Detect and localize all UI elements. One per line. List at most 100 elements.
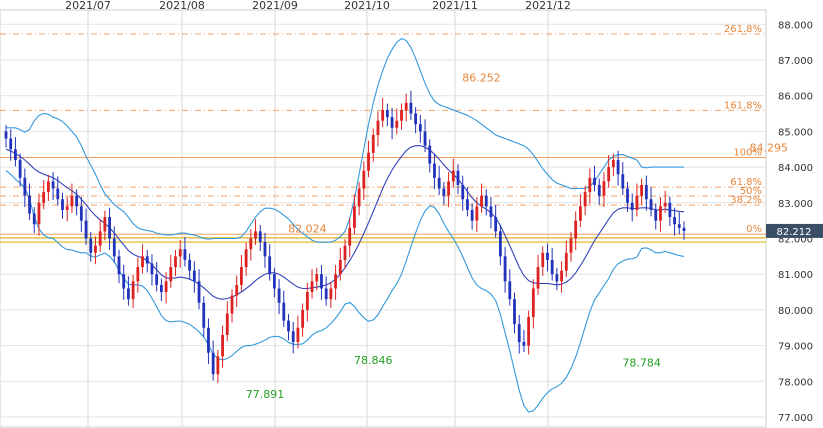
candle-body xyxy=(536,267,540,289)
candle-body xyxy=(150,263,154,275)
candle-body xyxy=(282,302,286,321)
candle-body xyxy=(428,145,432,164)
y-tick-label: 79.000 xyxy=(778,342,813,353)
candle-body xyxy=(503,256,507,282)
candle-body xyxy=(466,199,469,210)
candle-body xyxy=(517,324,521,343)
fibonacci-label: 0% xyxy=(746,224,762,235)
candle-body xyxy=(249,238,253,250)
y-tick-label: 87.000 xyxy=(778,56,813,67)
candle-body xyxy=(225,313,229,335)
candle-body xyxy=(663,202,667,207)
y-tick-label: 78.000 xyxy=(778,377,813,388)
candle-body xyxy=(136,267,140,282)
candle-body xyxy=(315,274,319,282)
high-annotation: 84.295 xyxy=(750,142,789,155)
candle-body xyxy=(338,259,342,275)
candle-body xyxy=(188,259,192,271)
y-tick-label: 86.000 xyxy=(778,92,813,103)
candle-body xyxy=(564,252,568,271)
annotations: 86.252 84.295 82.024 77.891 78.846 78.784 xyxy=(246,72,788,401)
candle-body xyxy=(569,238,573,253)
y-tick-label: 88.000 xyxy=(778,20,813,31)
candle-body xyxy=(79,206,83,221)
candle-body xyxy=(112,238,116,257)
candle-body xyxy=(644,184,648,200)
candle-body xyxy=(353,206,356,228)
candle-body xyxy=(159,284,163,293)
plot-background xyxy=(0,9,767,428)
candles xyxy=(4,90,686,384)
candle-body xyxy=(461,184,465,200)
candle-body xyxy=(376,120,380,135)
candle-body xyxy=(51,181,55,189)
candle-body xyxy=(621,174,625,189)
candle-body xyxy=(343,245,347,260)
candle-body xyxy=(324,288,328,300)
support-lines xyxy=(0,237,766,243)
candle-body xyxy=(400,109,403,121)
fibonacci-label: 100% xyxy=(733,147,762,158)
candle-body xyxy=(654,209,658,221)
candle-body xyxy=(122,274,126,289)
candle-body xyxy=(659,206,662,221)
low-annotation: 78.846 xyxy=(354,354,393,367)
candle-body xyxy=(263,242,267,257)
candle-body xyxy=(141,256,144,268)
candle-body xyxy=(668,202,672,218)
candle-body xyxy=(447,181,450,196)
high-annotation: 82.024 xyxy=(288,223,327,236)
candle-body xyxy=(178,249,182,257)
y-axis: 88.000 87.000 86.000 85.000 84.000 83.000 82.0… xyxy=(778,20,813,424)
y-tick-label: 77.000 xyxy=(778,413,813,424)
candle-body xyxy=(550,259,554,275)
candle-body xyxy=(673,217,676,225)
candle-body xyxy=(287,320,290,332)
current-price-box xyxy=(766,223,823,238)
candle-body xyxy=(607,167,611,182)
candle-body xyxy=(437,177,441,189)
candle-body xyxy=(258,231,262,243)
candle-body xyxy=(442,188,446,196)
candle-body xyxy=(254,231,257,239)
low-annotation: 77.891 xyxy=(246,388,285,401)
candle-body xyxy=(197,281,201,303)
candle-body xyxy=(310,281,314,293)
candle-body xyxy=(291,331,295,343)
candle-body xyxy=(640,184,644,196)
candle-body xyxy=(409,102,413,114)
candle-body xyxy=(635,195,639,210)
fibonacci-label: 38.2% xyxy=(730,195,762,206)
candle-body xyxy=(145,256,149,264)
candle-body xyxy=(244,249,248,268)
candle-body xyxy=(98,231,102,246)
candle-body xyxy=(414,113,418,125)
candle-body xyxy=(89,238,93,253)
candle-body xyxy=(169,267,173,282)
month-label: 2021/08 xyxy=(159,0,205,12)
candle-body xyxy=(489,206,493,218)
fibonacci-label: 261.8% xyxy=(724,24,762,35)
y-tick-label: 83.000 xyxy=(778,199,813,210)
candle-body xyxy=(94,245,97,253)
candle-body xyxy=(268,256,272,275)
candle-body xyxy=(207,327,210,353)
candle-body xyxy=(456,170,460,185)
candle-body xyxy=(9,138,13,150)
candle-body xyxy=(84,220,88,239)
candle-body xyxy=(46,181,50,193)
candle-body xyxy=(451,170,455,182)
candle-body xyxy=(626,188,629,203)
candle-body xyxy=(240,267,243,285)
candle-body xyxy=(527,317,531,346)
candle-body xyxy=(616,159,620,175)
candle-body xyxy=(395,120,399,128)
candle-body xyxy=(574,220,578,239)
current-price-label: 82.212 xyxy=(777,227,812,238)
candle-body xyxy=(164,281,168,293)
candle-body xyxy=(272,274,276,289)
candle-body xyxy=(357,188,361,207)
candle-body xyxy=(484,195,488,207)
candle-body xyxy=(390,117,394,128)
